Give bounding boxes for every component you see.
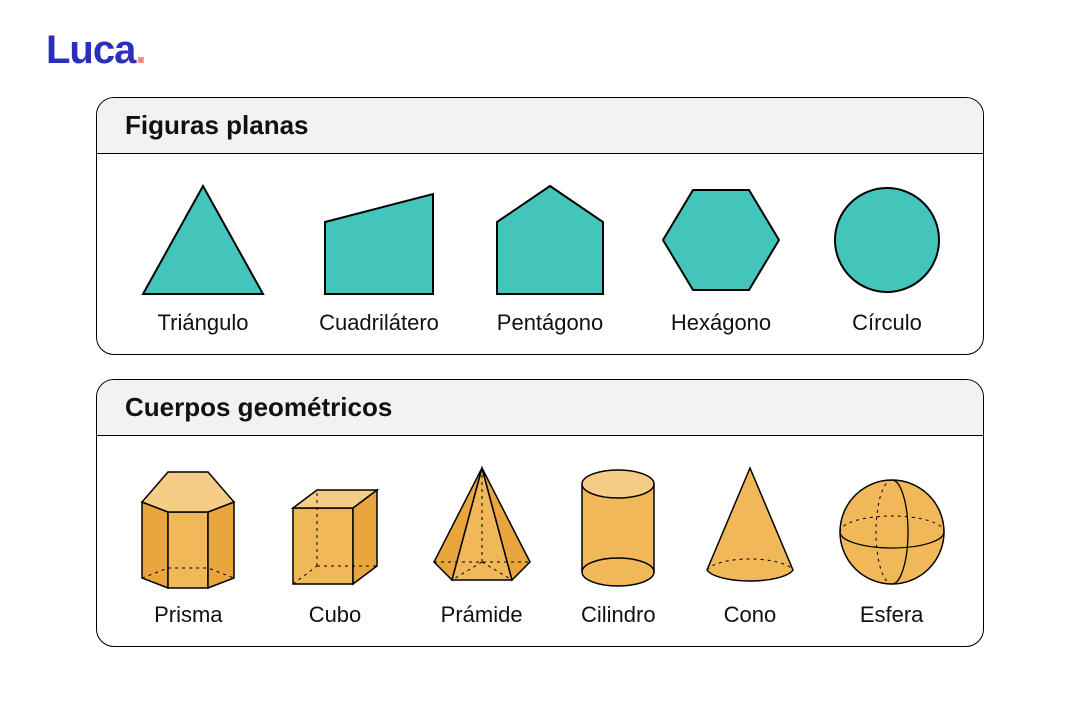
cube-icon: [275, 472, 395, 592]
shape-prism: Prisma: [128, 462, 248, 628]
hexagon-icon: [651, 180, 791, 300]
triangle-icon: [133, 180, 273, 300]
shape-circle: Círculo: [827, 180, 947, 336]
circle-icon: [827, 180, 947, 300]
panel-solid-shapes: Cuerpos geométricos Pr: [96, 379, 984, 647]
quadrilateral-icon: [309, 180, 449, 300]
cylinder-label: Cilindro: [581, 602, 656, 628]
brand-logo-text: Luca: [46, 28, 135, 72]
shape-cylinder: Cilindro: [568, 462, 668, 628]
cube-label: Cubo: [309, 602, 362, 628]
shape-hexagon: Hexágono: [651, 180, 791, 336]
quadrilateral-label: Cuadrilátero: [319, 310, 439, 336]
shape-cone: Cono: [695, 462, 805, 628]
brand-logo-dot: .: [135, 28, 145, 72]
cone-icon: [695, 462, 805, 592]
pentagon-label: Pentágono: [497, 310, 603, 336]
cone-label: Cono: [724, 602, 777, 628]
hexagon-label: Hexágono: [671, 310, 771, 336]
triangle-label: Triángulo: [158, 310, 249, 336]
shape-quadrilateral: Cuadrilátero: [309, 180, 449, 336]
pyramid-icon: [422, 462, 542, 592]
pyramid-label: Prámide: [441, 602, 523, 628]
panel-solid-body: Prisma Cubo: [97, 436, 983, 646]
circle-label: Círculo: [852, 310, 922, 336]
panel-flat-body: Triángulo Cuadrilátero Pentágono Hexágon…: [97, 154, 983, 354]
cylinder-icon: [568, 462, 668, 592]
shape-pentagon: Pentágono: [485, 180, 615, 336]
shape-triangle: Triángulo: [133, 180, 273, 336]
sphere-icon: [832, 472, 952, 592]
panel-solid-title: Cuerpos geométricos: [97, 380, 983, 436]
pentagon-icon: [485, 180, 615, 300]
prism-icon: [128, 462, 248, 592]
page: Luca. Figuras planas Triángulo Cuadrilát…: [0, 0, 1080, 720]
shape-sphere: Esfera: [832, 472, 952, 628]
shape-pyramid: Prámide: [422, 462, 542, 628]
sphere-label: Esfera: [860, 602, 924, 628]
panel-flat-shapes: Figuras planas Triángulo Cuadrilátero Pe…: [96, 97, 984, 355]
panel-flat-title: Figuras planas: [97, 98, 983, 154]
prism-label: Prisma: [154, 602, 222, 628]
shape-cube: Cubo: [275, 472, 395, 628]
brand-logo: Luca.: [46, 28, 1044, 73]
